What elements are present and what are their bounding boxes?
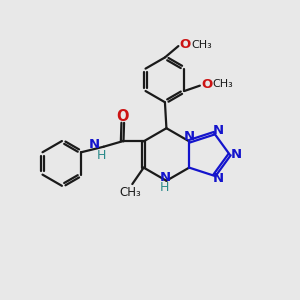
Text: N: N — [89, 138, 100, 151]
Text: CH₃: CH₃ — [191, 40, 212, 50]
Text: N: N — [184, 130, 195, 143]
Text: O: O — [180, 38, 191, 51]
Text: O: O — [116, 109, 129, 124]
Text: N: N — [159, 171, 170, 184]
Text: N: N — [213, 124, 224, 137]
Text: H: H — [160, 181, 170, 194]
Text: N: N — [231, 148, 242, 161]
Text: CH₃: CH₃ — [119, 187, 141, 200]
Text: CH₃: CH₃ — [212, 79, 233, 89]
Text: N: N — [213, 172, 224, 185]
Text: H: H — [97, 149, 106, 162]
Text: O: O — [201, 78, 213, 91]
